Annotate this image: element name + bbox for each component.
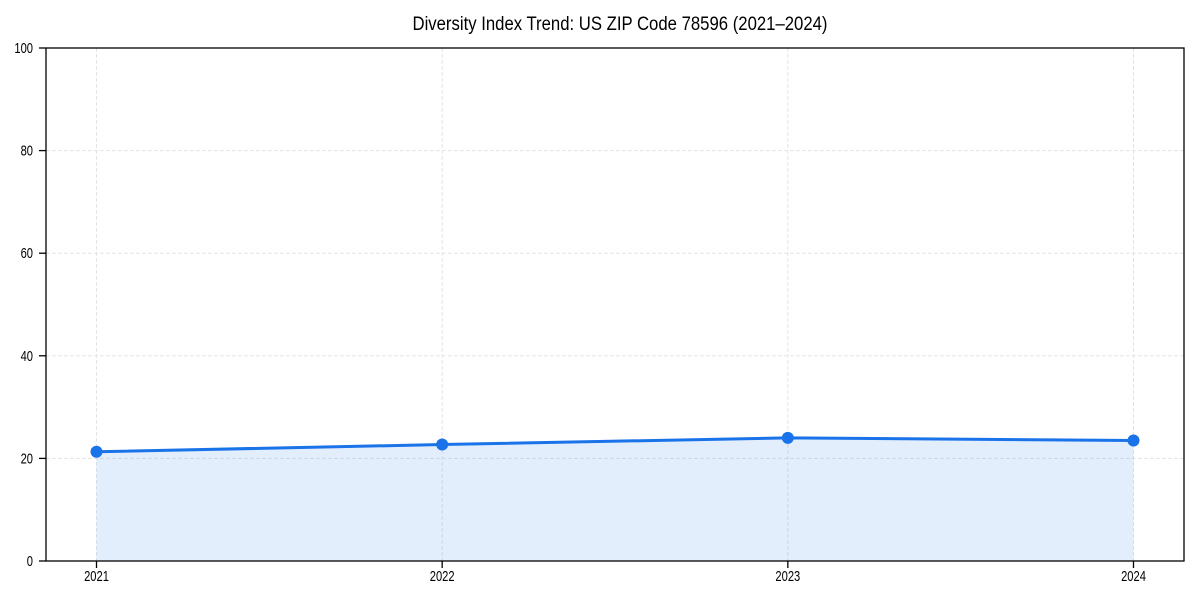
chart-title: Diversity Index Trend: US ZIP Code 78596… — [413, 13, 828, 35]
y-tick-label: 0 — [27, 553, 33, 570]
y-tick-label: 60 — [21, 245, 33, 262]
x-tick-label: 2024 — [1121, 568, 1146, 585]
data-point-2021 — [90, 445, 103, 458]
x-tick-label: 2022 — [430, 568, 455, 585]
data-point-2023 — [781, 431, 794, 444]
y-tick-label: 20 — [21, 450, 33, 467]
x-tick-label: 2023 — [775, 568, 800, 585]
data-point-2022 — [436, 438, 449, 451]
y-tick-label: 40 — [21, 348, 33, 365]
x-tick-label: 2021 — [84, 568, 109, 585]
data-point-2024 — [1127, 434, 1140, 447]
plot-border — [45, 47, 1185, 562]
y-tick-label: 100 — [14, 40, 33, 57]
y-tick-label: 80 — [21, 143, 33, 160]
trend-line — [95, 436, 1135, 454]
area-fill — [96, 437, 1134, 561]
